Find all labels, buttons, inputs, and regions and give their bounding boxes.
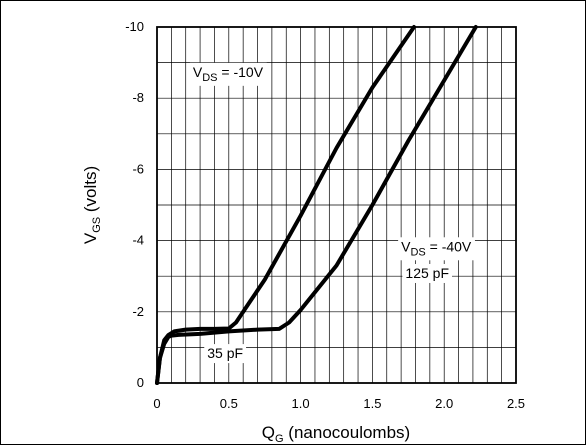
annotation-label: VDS = -40V: [401, 238, 472, 258]
x-tick-label: 0.5: [220, 396, 238, 411]
x-tick-label: 1.0: [292, 396, 310, 411]
annotation-background: [398, 237, 475, 261]
tick-labels: 0 0.5 1.0 1.5 2.0 2.5 0 -2 -4 -6 -8 -10: [125, 19, 525, 411]
y-tick-label: 0: [137, 375, 144, 390]
x-tick-label: 1.5: [363, 396, 381, 411]
annotation-background: [402, 263, 453, 283]
grid: [156, 26, 517, 384]
plot-border: [156, 26, 517, 384]
y-tick-label: -10: [125, 19, 144, 34]
x-axis-label: QG (nanocoulombs): [262, 423, 410, 445]
y-tick-label: -4: [132, 233, 144, 248]
annotation-background: [189, 62, 267, 86]
x-tick-label: 0: [153, 396, 160, 411]
annotation-label: 35 pF: [207, 345, 243, 361]
y-tick-label: -8: [132, 90, 144, 105]
curves: [155, 25, 478, 385]
x-tick-label: 2.0: [435, 396, 453, 411]
series-line-2: [155, 25, 478, 385]
annotation-background: [204, 344, 247, 364]
annotation-label: VDS = -10V: [193, 64, 264, 84]
x-tick-label: 2.5: [507, 396, 525, 411]
y-tick-label: -2: [132, 304, 144, 319]
y-axis-label: VGS (volts): [81, 166, 103, 244]
y-tick-label: -6: [132, 161, 144, 176]
annotations: VDS = -10V VDS = -40V 125 pF 35 pF: [189, 62, 475, 364]
annotation-label: 125 pF: [405, 265, 449, 281]
